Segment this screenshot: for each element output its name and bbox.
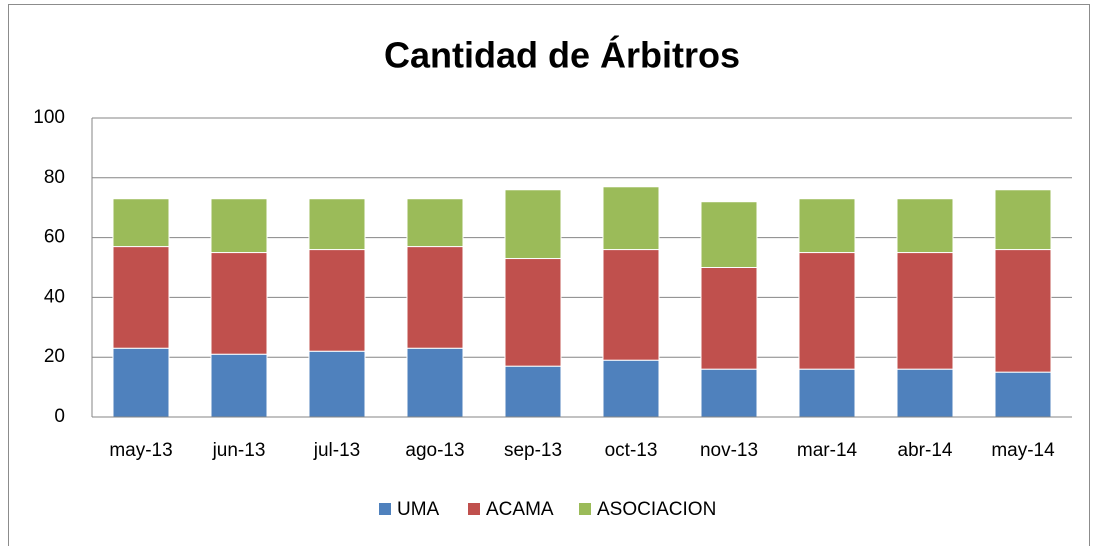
legend-label: ASOCIACION bbox=[597, 499, 716, 520]
x-tick-label: mar-14 bbox=[797, 440, 858, 461]
bar-segment bbox=[210, 353, 268, 418]
x-tick-label: abr-14 bbox=[898, 440, 953, 461]
bar-segment bbox=[112, 198, 170, 248]
legend-swatch bbox=[379, 503, 391, 515]
bar-segment bbox=[308, 249, 366, 352]
x-tick-label: oct-13 bbox=[605, 440, 658, 461]
bar-segment bbox=[112, 246, 170, 349]
bar-segment bbox=[406, 246, 464, 349]
bar-segment bbox=[798, 368, 856, 418]
legend-swatch bbox=[468, 503, 480, 515]
bar-segment bbox=[308, 350, 366, 418]
bar-segment bbox=[504, 189, 562, 260]
legend-label: UMA bbox=[397, 499, 440, 520]
bar-segment bbox=[994, 371, 1052, 418]
bar-segment bbox=[210, 198, 268, 254]
bar-segment bbox=[406, 198, 464, 248]
x-tick-label: jun-13 bbox=[212, 440, 266, 461]
bar-segment bbox=[896, 252, 954, 370]
bar-segment bbox=[994, 189, 1052, 251]
bar-segment bbox=[504, 365, 562, 418]
bar-segment bbox=[798, 198, 856, 254]
chart-title: Cantidad de Árbitros bbox=[384, 35, 740, 76]
legend-swatch bbox=[579, 503, 591, 515]
bar-segment bbox=[700, 201, 758, 268]
bar-segment bbox=[602, 359, 660, 418]
x-tick-label: sep-13 bbox=[504, 440, 562, 461]
bar-segment bbox=[700, 267, 758, 370]
y-tick-label: 60 bbox=[44, 227, 65, 248]
bar-segment bbox=[994, 249, 1052, 373]
x-tick-label: may-14 bbox=[991, 440, 1055, 461]
y-tick-label: 100 bbox=[33, 107, 65, 128]
bar-segment bbox=[896, 198, 954, 254]
y-tick-label: 40 bbox=[44, 286, 65, 307]
bar-segment bbox=[308, 198, 366, 251]
bar-segment bbox=[602, 249, 660, 361]
x-tick-label: may-13 bbox=[109, 440, 172, 461]
bar-segment bbox=[798, 252, 856, 370]
y-tick-label: 0 bbox=[54, 406, 65, 427]
y-tick-label: 20 bbox=[44, 346, 65, 367]
bar-segment bbox=[210, 252, 268, 355]
x-tick-label: nov-13 bbox=[700, 440, 758, 461]
x-tick-label: jul-13 bbox=[313, 440, 360, 461]
bar-segment bbox=[896, 368, 954, 418]
bar-segment bbox=[406, 347, 464, 418]
x-tick-label: ago-13 bbox=[405, 440, 464, 461]
bar-segment bbox=[112, 347, 170, 418]
legend-label: ACAMA bbox=[486, 499, 554, 520]
bar-segment bbox=[504, 258, 562, 367]
bar-segment bbox=[602, 186, 660, 251]
y-tick-label: 80 bbox=[44, 167, 65, 188]
bar-segment bbox=[700, 368, 758, 418]
